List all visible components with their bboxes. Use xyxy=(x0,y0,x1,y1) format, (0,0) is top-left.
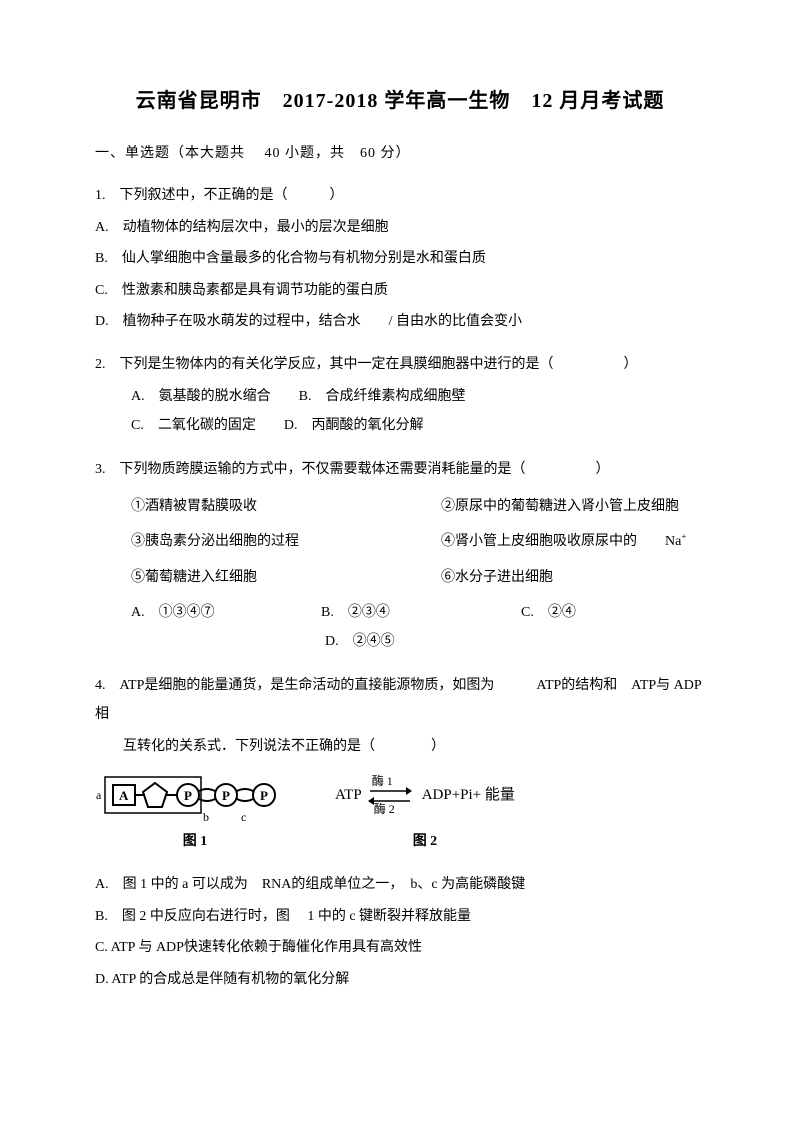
q2-row1: A. 氨基酸的脱水缩合 B. 合成纤维素构成细胞壁 xyxy=(95,382,705,411)
q4-opt-d: D. ATP 的合成总是伴随有机物的氧化分解 xyxy=(95,965,705,994)
question-1: 1. 下列叙述中，不正确的是（ ） A. 动植物体的结构层次中，最小的层次是细胞… xyxy=(95,181,705,336)
section-header: 一、单选题（本大题共 40 小题，共 60 分） xyxy=(95,143,705,165)
q2-opt-c: C. 二氧化碳的固定 xyxy=(131,418,256,433)
question-2: 2. 下列是生物体内的有关化学反应，其中一定在具膜细胞器中进行的是（ ） A. … xyxy=(95,350,705,440)
atp-structure-diagram: A P P P a b c xyxy=(95,769,295,823)
q2-row2: C. 二氧化碳的固定 D. 丙酮酸的氧化分解 xyxy=(95,411,705,440)
fig2-adp: ADP+Pi+ 能量 xyxy=(422,780,515,812)
q2-opt-d: D. 丙酮酸的氧化分解 xyxy=(284,418,424,433)
q3-item-4: ④肾小管上皮细胞吸收原尿中的 Na+ xyxy=(441,527,705,556)
question-3: 3. 下列物质跨膜运输的方式中，不仅需要载体还需要消耗能量的是（ ） ①酒精被胃… xyxy=(95,455,705,657)
q1-stem: 1. 下列叙述中，不正确的是（ ） xyxy=(95,181,705,210)
figure-1: A P P P a b c 图 1 xyxy=(95,769,295,856)
q3-item-6: ⑥水分子进出细胞 xyxy=(441,563,705,592)
exam-title: 云南省昆明市 2017-2018 学年高一生物 12 月月考试题 xyxy=(95,85,705,117)
q3-opt-c: C. ②④ xyxy=(521,598,705,627)
q1-opt-d: D. 植物种子在吸水萌发的过程中，结合水 / 自由水的比值会变小 xyxy=(95,307,705,336)
q3-item-2: ②原尿中的葡萄糖进入肾小管上皮细胞 xyxy=(441,492,705,521)
q3-items-row2: ③胰岛素分泌出细胞的过程 ④肾小管上皮细胞吸收原尿中的 Na+ xyxy=(95,527,705,556)
q1-opt-a: A. 动植物体的结构层次中，最小的层次是细胞 xyxy=(95,213,705,242)
svg-text:a: a xyxy=(96,788,102,802)
q4-opt-a: A. 图 1 中的 a 可以成为 RNA的组成单位之一， b、c 为高能磷酸键 xyxy=(95,870,705,899)
figure-1-label: 图 1 xyxy=(183,827,208,856)
svg-text:P: P xyxy=(184,788,192,803)
svg-text:c: c xyxy=(241,810,246,823)
q4-stem-line2: 互转化的关系式．下列说法不正确的是（ ） xyxy=(95,732,705,761)
q3-item-5: ⑤葡萄糖进入红细胞 xyxy=(131,563,441,592)
question-4: 4. ATP是细胞的能量通货，是生命活动的直接能源物质，如图为 ATP的结构和 … xyxy=(95,671,705,994)
q1-opt-b: B. 仙人掌细胞中含量最多的化合物与有机物分别是水和蛋白质 xyxy=(95,244,705,273)
figure-2: ATP 酶 1 酶 2 ADP+Pi+ 能量 图 2 xyxy=(335,769,515,856)
q3-opt-d: D. ②④⑤ xyxy=(95,627,705,656)
q3-items-row1: ①酒精被胃黏膜吸收 ②原尿中的葡萄糖进入肾小管上皮细胞 xyxy=(95,492,705,521)
na-plus-superscript: + xyxy=(681,532,686,542)
fig2-atp: ATP xyxy=(335,780,362,812)
figure-2-label: 图 2 xyxy=(413,827,438,856)
q3-item-3: ③胰岛素分泌出细胞的过程 xyxy=(131,527,441,556)
svg-text:b: b xyxy=(203,810,209,823)
svg-text:P: P xyxy=(222,788,230,803)
q2-opt-b: B. 合成纤维素构成细胞壁 xyxy=(299,389,466,404)
q3-opt-a: A. ①③④⑦ xyxy=(131,598,321,627)
q3-choices-row1: A. ①③④⑦ B. ②③④ C. ②④ xyxy=(95,598,705,627)
q3-stem: 3. 下列物质跨膜运输的方式中，不仅需要载体还需要消耗能量的是（ ） xyxy=(95,455,705,484)
svg-text:P: P xyxy=(260,788,268,803)
q2-stem: 2. 下列是生物体内的有关化学反应，其中一定在具膜细胞器中进行的是（ ） xyxy=(95,350,705,379)
q3-item-1: ①酒精被胃黏膜吸收 xyxy=(131,492,441,521)
q3-items-row3: ⑤葡萄糖进入红细胞 ⑥水分子进出细胞 xyxy=(95,563,705,592)
q1-opt-c: C. 性激素和胰岛素都是具有调节功能的蛋白质 xyxy=(95,276,705,305)
q4-stem-line1: 4. ATP是细胞的能量通货，是生命活动的直接能源物质，如图为 ATP的结构和 … xyxy=(95,671,705,730)
q4-figures: A P P P a b c 图 1 ATP xyxy=(95,769,705,856)
q2-opt-a: A. 氨基酸的脱水缩合 xyxy=(131,389,271,404)
q3-opt-b: B. ②③④ xyxy=(321,598,521,627)
svg-text:A: A xyxy=(119,788,129,803)
q4-opt-b: B. 图 2 中反应向右进行时，图 1 中的 c 键断裂并释放能量 xyxy=(95,902,705,931)
q4-opt-c: C. ATP 与 ADP快速转化依赖于酶催化作用具有高效性 xyxy=(95,933,705,962)
